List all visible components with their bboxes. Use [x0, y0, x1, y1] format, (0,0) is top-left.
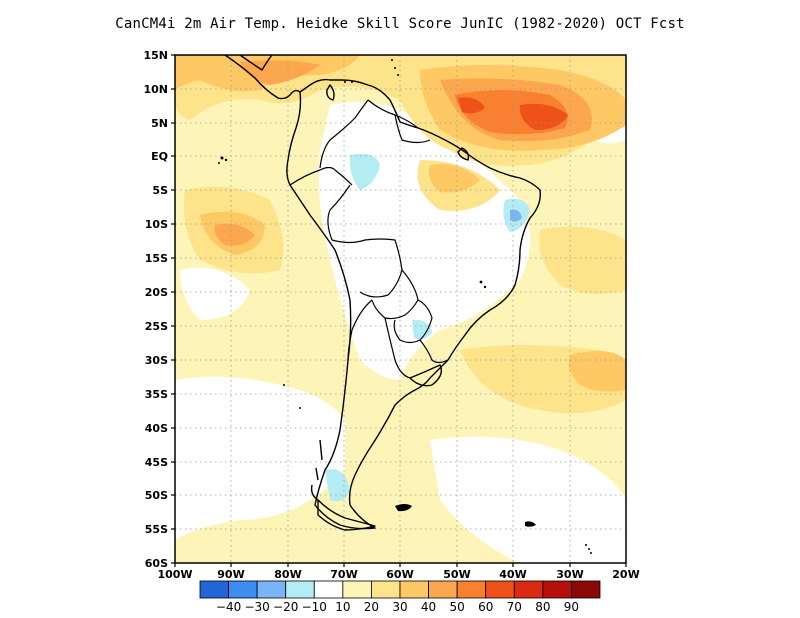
chiloe-islands — [310, 439, 323, 501]
colorbar-swatch — [371, 580, 401, 599]
lat-label: 10N — [143, 83, 168, 96]
colorbar-swatch — [542, 580, 572, 599]
lat-label: 25S — [145, 320, 168, 333]
skill-30-area — [539, 226, 626, 294]
lon-label: 20W — [612, 568, 639, 581]
colorbar-swatch — [399, 580, 429, 599]
rio-de-la-plata — [409, 364, 443, 387]
colorbar-label: 20 — [364, 600, 379, 614]
lat-label: 5N — [151, 117, 168, 130]
lat-label: 10S — [145, 218, 168, 231]
lat-label: 15N — [143, 49, 168, 62]
central-america-coast-north — [239, 55, 273, 71]
amazon-mouth — [457, 147, 470, 161]
lake-maracaibo — [326, 84, 335, 101]
tierra-del-fuego — [317, 499, 376, 531]
colorbar-label: 70 — [507, 600, 522, 614]
colorbar: −40 −30 −20 −10 10 20 30 40 50 60 70 80 90 — [199, 580, 601, 614]
skill-neg20-area — [510, 209, 522, 222]
lat-label: 15S — [145, 252, 168, 265]
colorbar-swatch — [456, 580, 487, 599]
colorbar-swatch — [571, 580, 601, 599]
lon-label: 60W — [386, 568, 413, 581]
falkland-islands — [395, 504, 412, 512]
lat-label: 30S — [145, 354, 168, 367]
colorbar-swatch — [428, 580, 458, 599]
colorbar-label: 50 — [450, 600, 465, 614]
colorbar-swatch — [513, 580, 544, 599]
colorbar-swatch — [256, 580, 287, 599]
skill-neg10-area — [325, 469, 350, 502]
lon-label: 90W — [217, 568, 244, 581]
low-skill-area — [175, 376, 345, 540]
colorbar-label: 10 — [335, 600, 350, 614]
colorbar-label: −20 — [273, 600, 298, 614]
lat-label: 5S — [152, 184, 168, 197]
colorbar-label: 40 — [421, 600, 436, 614]
islands — [218, 59, 592, 554]
skill-70-area — [519, 103, 568, 130]
low-skill-area — [180, 267, 250, 320]
lat-label: 40S — [145, 422, 168, 435]
lat-label: EQ — [151, 150, 168, 163]
skill-50-area — [214, 223, 255, 246]
colorbar-label: 80 — [535, 600, 550, 614]
colorbar-label: 30 — [392, 600, 407, 614]
lon-label: 80W — [274, 568, 301, 581]
colorbar-label: 90 — [564, 600, 579, 614]
colorbar-label: −10 — [302, 600, 327, 614]
colorbar-swatch — [342, 580, 372, 599]
latitude-labels: 15N 10N 5N EQ 5S 10S 15S 20S 25S 30S 35S… — [143, 49, 168, 570]
skill-shading — [175, 55, 626, 563]
colorbar-label: 60 — [478, 600, 493, 614]
axis-ticks — [171, 54, 627, 567]
lon-label: 100W — [157, 568, 192, 581]
colorbar-swatch — [485, 580, 515, 599]
lon-label: 40W — [499, 568, 526, 581]
low-skill-area — [430, 436, 626, 563]
colorbar-swatch — [285, 580, 315, 599]
colorbar-swatch — [313, 580, 344, 599]
colorbar-swatch — [228, 580, 258, 599]
lon-label: 30W — [556, 568, 583, 581]
skill-70-area — [458, 97, 485, 114]
south-america-coast — [286, 79, 541, 530]
coastlines — [224, 55, 541, 531]
lat-label: 45S — [145, 456, 168, 469]
longitude-labels: 100W 90W 80W 70W 60W 50W 40W 30W 20W — [157, 568, 639, 581]
colorbar-label: −40 — [216, 600, 241, 614]
central-america-coast — [224, 55, 331, 100]
lat-label: 60S — [145, 557, 168, 570]
skill-neg10-area — [349, 153, 380, 190]
skill-50-area — [240, 60, 320, 85]
colorbar-swatch — [199, 580, 229, 599]
lon-label: 50W — [443, 568, 470, 581]
lat-label: 55S — [145, 523, 168, 536]
lat-label: 35S — [145, 388, 168, 401]
grid-lines — [175, 55, 626, 563]
colorbar-label: −30 — [244, 600, 269, 614]
skill-40-area — [568, 351, 626, 392]
skill-40-area — [428, 164, 480, 193]
map-title: CanCM4i 2m Air Temp. Heidke Skill Score … — [115, 16, 685, 32]
country-borders — [289, 99, 449, 379]
lat-label: 50S — [145, 489, 168, 502]
lat-label: 20S — [145, 286, 168, 299]
lon-label: 70W — [330, 568, 357, 581]
skill-neg10-area — [412, 319, 432, 340]
